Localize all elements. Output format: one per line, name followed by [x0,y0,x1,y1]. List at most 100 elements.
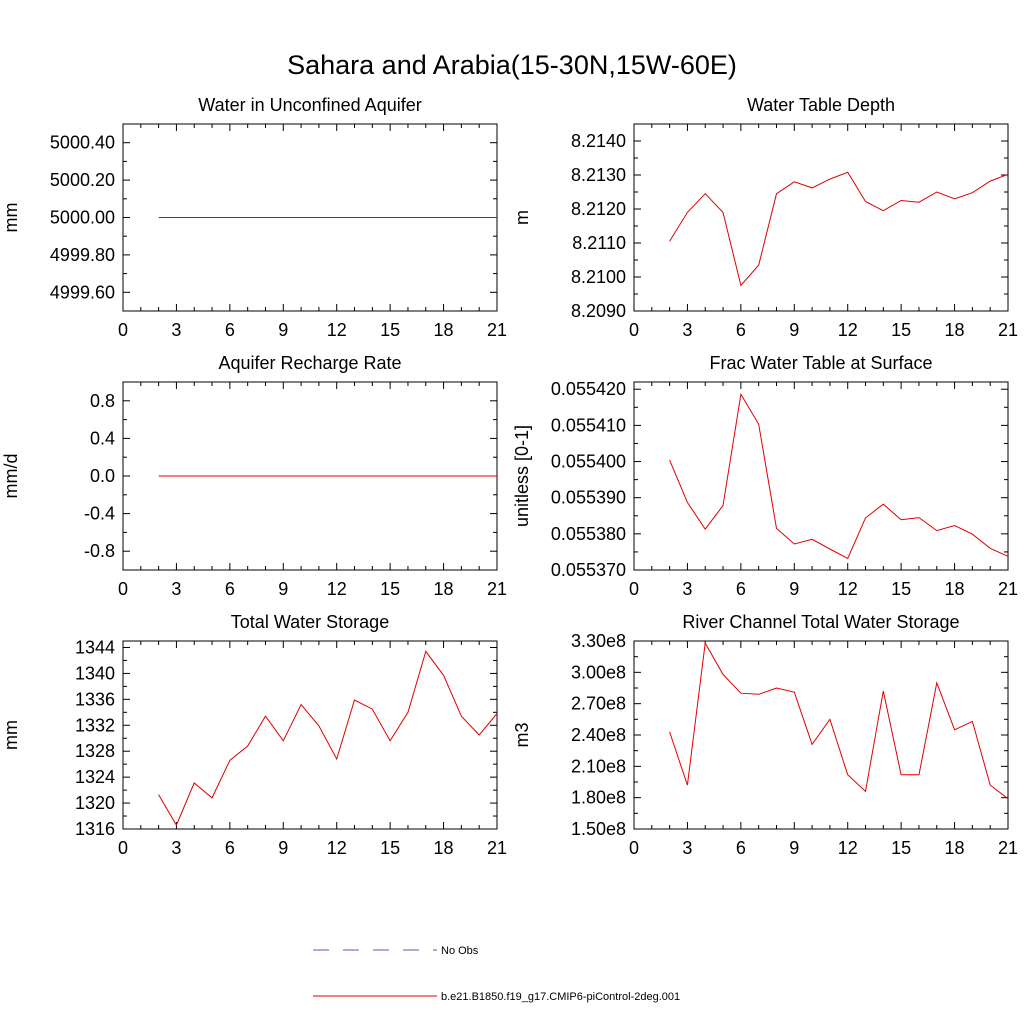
x-tick-label: 0 [118,579,128,599]
y-tick-label: 2.10e8 [571,756,626,776]
series-line-1 [669,392,1009,560]
x-tick-label: 9 [789,838,799,858]
x-tick-label: 12 [327,579,347,599]
series-line-1 [669,641,1009,800]
y-tick-label: 1316 [75,819,115,839]
x-tick-label: 18 [945,838,965,858]
x-tick-label: 18 [434,320,454,340]
x-tick-label: 15 [891,579,911,599]
x-tick-label: 21 [487,320,507,340]
chart-panel-1: Water in Unconfined Aquifer mm 0 3 6 9 12 15 18 2… [1,95,507,340]
x-tick-label: 12 [327,838,347,858]
x-tick-label: 9 [278,838,288,858]
x-tick-label: 3 [682,320,692,340]
x-tick-label: 0 [629,320,639,340]
x-tick-label: 15 [380,579,400,599]
y-tick-label: 5000.40 [50,133,115,153]
y-axis-label: mm/d [1,454,21,499]
x-tick-label: 21 [998,838,1018,858]
x-tick-label: 21 [487,838,507,858]
y-tick-label: 8.2100 [571,267,626,287]
x-tick-label: 0 [629,579,639,599]
x-tick-label: 0 [118,838,128,858]
y-tick-label: 1344 [75,637,115,657]
chart-panel-3: Aquifer Recharge Rate mm/d 0 3 6 9 12 15 18 21 -0.… [1,353,507,599]
y-tick-label: 0.055420 [551,379,626,399]
y-axis-label: m [512,210,532,225]
y-tick-label: 1324 [75,767,115,787]
x-tick-label: 15 [380,838,400,858]
x-tick-label: 12 [327,320,347,340]
x-tick-label: 9 [789,320,799,340]
y-tick-label: 8.2090 [571,301,626,321]
y-tick-label: 0.055400 [551,452,626,472]
x-tick-label: 6 [225,320,235,340]
x-tick-label: 18 [434,838,454,858]
y-tick-label: 0.055410 [551,415,626,435]
plot-frame [633,381,1009,571]
x-tick-label: 6 [225,579,235,599]
y-tick-label: 8.2110 [572,233,626,253]
x-tick-label: 0 [118,320,128,340]
y-axis-label: mm [1,720,21,750]
chart-panel-6: River Channel Total Water Storage m3 0 3 6 9 1… [512,612,1018,858]
y-tick-label: 1336 [75,689,115,709]
x-tick-label: 9 [278,579,288,599]
x-tick-label: 15 [891,838,911,858]
y-tick-label: 3.30e8 [571,631,626,651]
y-axis-label: m3 [512,722,532,747]
x-tick-label: 6 [736,838,746,858]
x-tick-label: 12 [838,838,858,858]
legend: No Obs b.e21.B1850.f19_g17.CMIP6-piContr… [313,945,680,1003]
plot-frame [633,123,1009,312]
y-tick-label: 8.2130 [571,165,626,185]
x-tick-label: 6 [736,579,746,599]
y-tick-label: 0.055370 [551,560,626,580]
chart-panel-5: Total Water Storage mm 0 3 6 9 12 15 18 21 1316 132… [1,612,507,858]
y-tick-label: 1332 [75,715,115,735]
x-tick-label: 9 [278,320,288,340]
y-tick-label: 0.055380 [551,524,626,544]
plot-frame [122,640,498,830]
chart-title: Frac Water Table at Surface [709,353,932,373]
y-tick-label: 8.2140 [571,131,626,151]
y-axis-label: mm [1,203,21,233]
y-tick-label: 0.4 [90,428,115,448]
x-tick-label: 21 [998,579,1018,599]
x-tick-label: 3 [682,579,692,599]
chart-panel-2: Water Table Depth m 0 3 6 9 12 15 18 21 8.2090 8.21… [512,95,1018,340]
y-tick-label: 3.00e8 [571,662,626,682]
x-tick-label: 6 [225,838,235,858]
y-tick-label: 1320 [75,793,115,813]
y-tick-label: 0.055390 [551,488,626,508]
legend-no-obs-label: No Obs [441,945,479,957]
x-tick-label: 0 [629,838,639,858]
x-tick-label: 15 [891,320,911,340]
x-tick-label: 21 [487,579,507,599]
y-tick-label: 1340 [75,663,115,683]
chart-title: Total Water Storage [231,612,389,632]
y-tick-label: 0.8 [90,391,115,411]
x-tick-label: 6 [736,320,746,340]
y-axis-label: unitless [0-1] [512,425,532,527]
chart-panel-4: Frac Water Table at Surface unitless [0-1… [512,353,1018,599]
x-tick-label: 18 [945,579,965,599]
x-tick-label: 12 [838,579,858,599]
figure-title: Sahara and Arabia(15-30N,15W-60E) [287,50,737,80]
y-tick-label: 5000.00 [50,208,115,228]
y-tick-label: 8.2120 [571,199,626,219]
x-tick-label: 3 [171,579,181,599]
legend-model-label: b.e21.B1850.f19_g17.CMIP6-piControl-2deg… [441,991,680,1003]
series-line-1 [158,650,498,827]
x-tick-label: 9 [789,579,799,599]
y-tick-label: 4999.80 [50,245,115,265]
y-tick-label: 2.40e8 [571,725,626,745]
y-tick-label: 2.70e8 [571,694,626,714]
series-line-1 [669,171,1009,287]
x-tick-label: 12 [838,320,858,340]
x-tick-label: 21 [998,320,1018,340]
chart-title: Water in Unconfined Aquifer [198,95,421,115]
y-tick-label: 4999.60 [50,282,115,302]
chart-title: River Channel Total Water Storage [682,612,959,632]
